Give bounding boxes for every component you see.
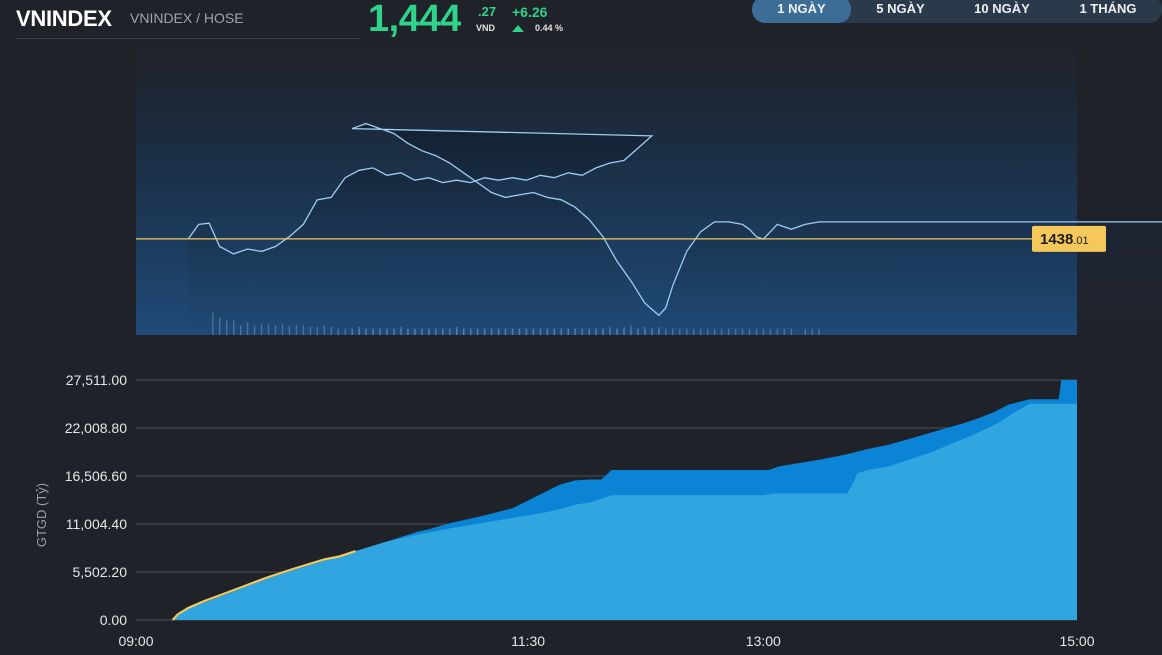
tab-10-days[interactable]: 10 NGÀY xyxy=(974,1,1030,16)
price-change: +6.26 xyxy=(512,4,548,20)
x-tick-label: 11:30 xyxy=(511,633,545,649)
up-arrow-icon xyxy=(512,25,524,32)
value-series-area xyxy=(136,403,1077,620)
reference-price-label: 1438.01 xyxy=(1040,231,1089,248)
x-tick-label: 15:00 xyxy=(1059,633,1094,649)
price-integer: 1,444 xyxy=(368,0,461,40)
y-tick-label: 11,004.40 xyxy=(66,516,127,532)
tab-5-days[interactable]: 5 NGÀY xyxy=(876,1,925,16)
x-tick-label: 09:00 xyxy=(118,633,153,649)
y-tick-label: 5,502.20 xyxy=(73,564,128,580)
y-tick-label: 16,506.60 xyxy=(65,468,127,484)
y-tick-label: 22,008.80 xyxy=(65,420,127,436)
x-tick-label: 13:00 xyxy=(746,633,781,649)
y-tick-label: 0.00 xyxy=(100,612,127,628)
price-area xyxy=(188,123,1162,335)
period-tabs: 1 NGÀY 5 NGÀY 10 NGÀY 1 THÁNG xyxy=(752,0,1162,23)
price-decimal: .27 xyxy=(478,4,497,19)
symbol-name: VNINDEX xyxy=(16,6,112,31)
reference-price-int: 1438 xyxy=(1040,231,1073,248)
value-areas xyxy=(136,380,1077,621)
exchange-label: VNINDEX / HOSE xyxy=(130,10,244,26)
y-tick-label: 27,511.00 xyxy=(66,372,127,388)
title-bar: VNINDEX VNINDEX / HOSE xyxy=(16,4,360,39)
value-series-line xyxy=(171,550,356,621)
price-change-percent: 0.44 % xyxy=(535,23,564,33)
header: VNINDEX VNINDEX / HOSE 1,444 .27 VND +6.… xyxy=(0,0,1162,45)
y-axis-ticks: 27,511.00 22,008.80 16,506.60 11,004.40 5,50… xyxy=(65,372,128,628)
tab-1-month[interactable]: 1 THÁNG xyxy=(1079,1,1137,16)
reference-price-dec: .01 xyxy=(1073,235,1088,247)
x-axis-ticks: 09:00 11:30 13:00 15:00 xyxy=(118,633,1094,649)
y-axis-label: GTGD (Tỷ) xyxy=(34,483,49,547)
reference-price-badge xyxy=(1032,225,1106,252)
price-line xyxy=(187,122,1162,317)
tab-1-day[interactable]: 1 NGÀY xyxy=(752,0,851,23)
currency-label: VND xyxy=(476,23,496,33)
